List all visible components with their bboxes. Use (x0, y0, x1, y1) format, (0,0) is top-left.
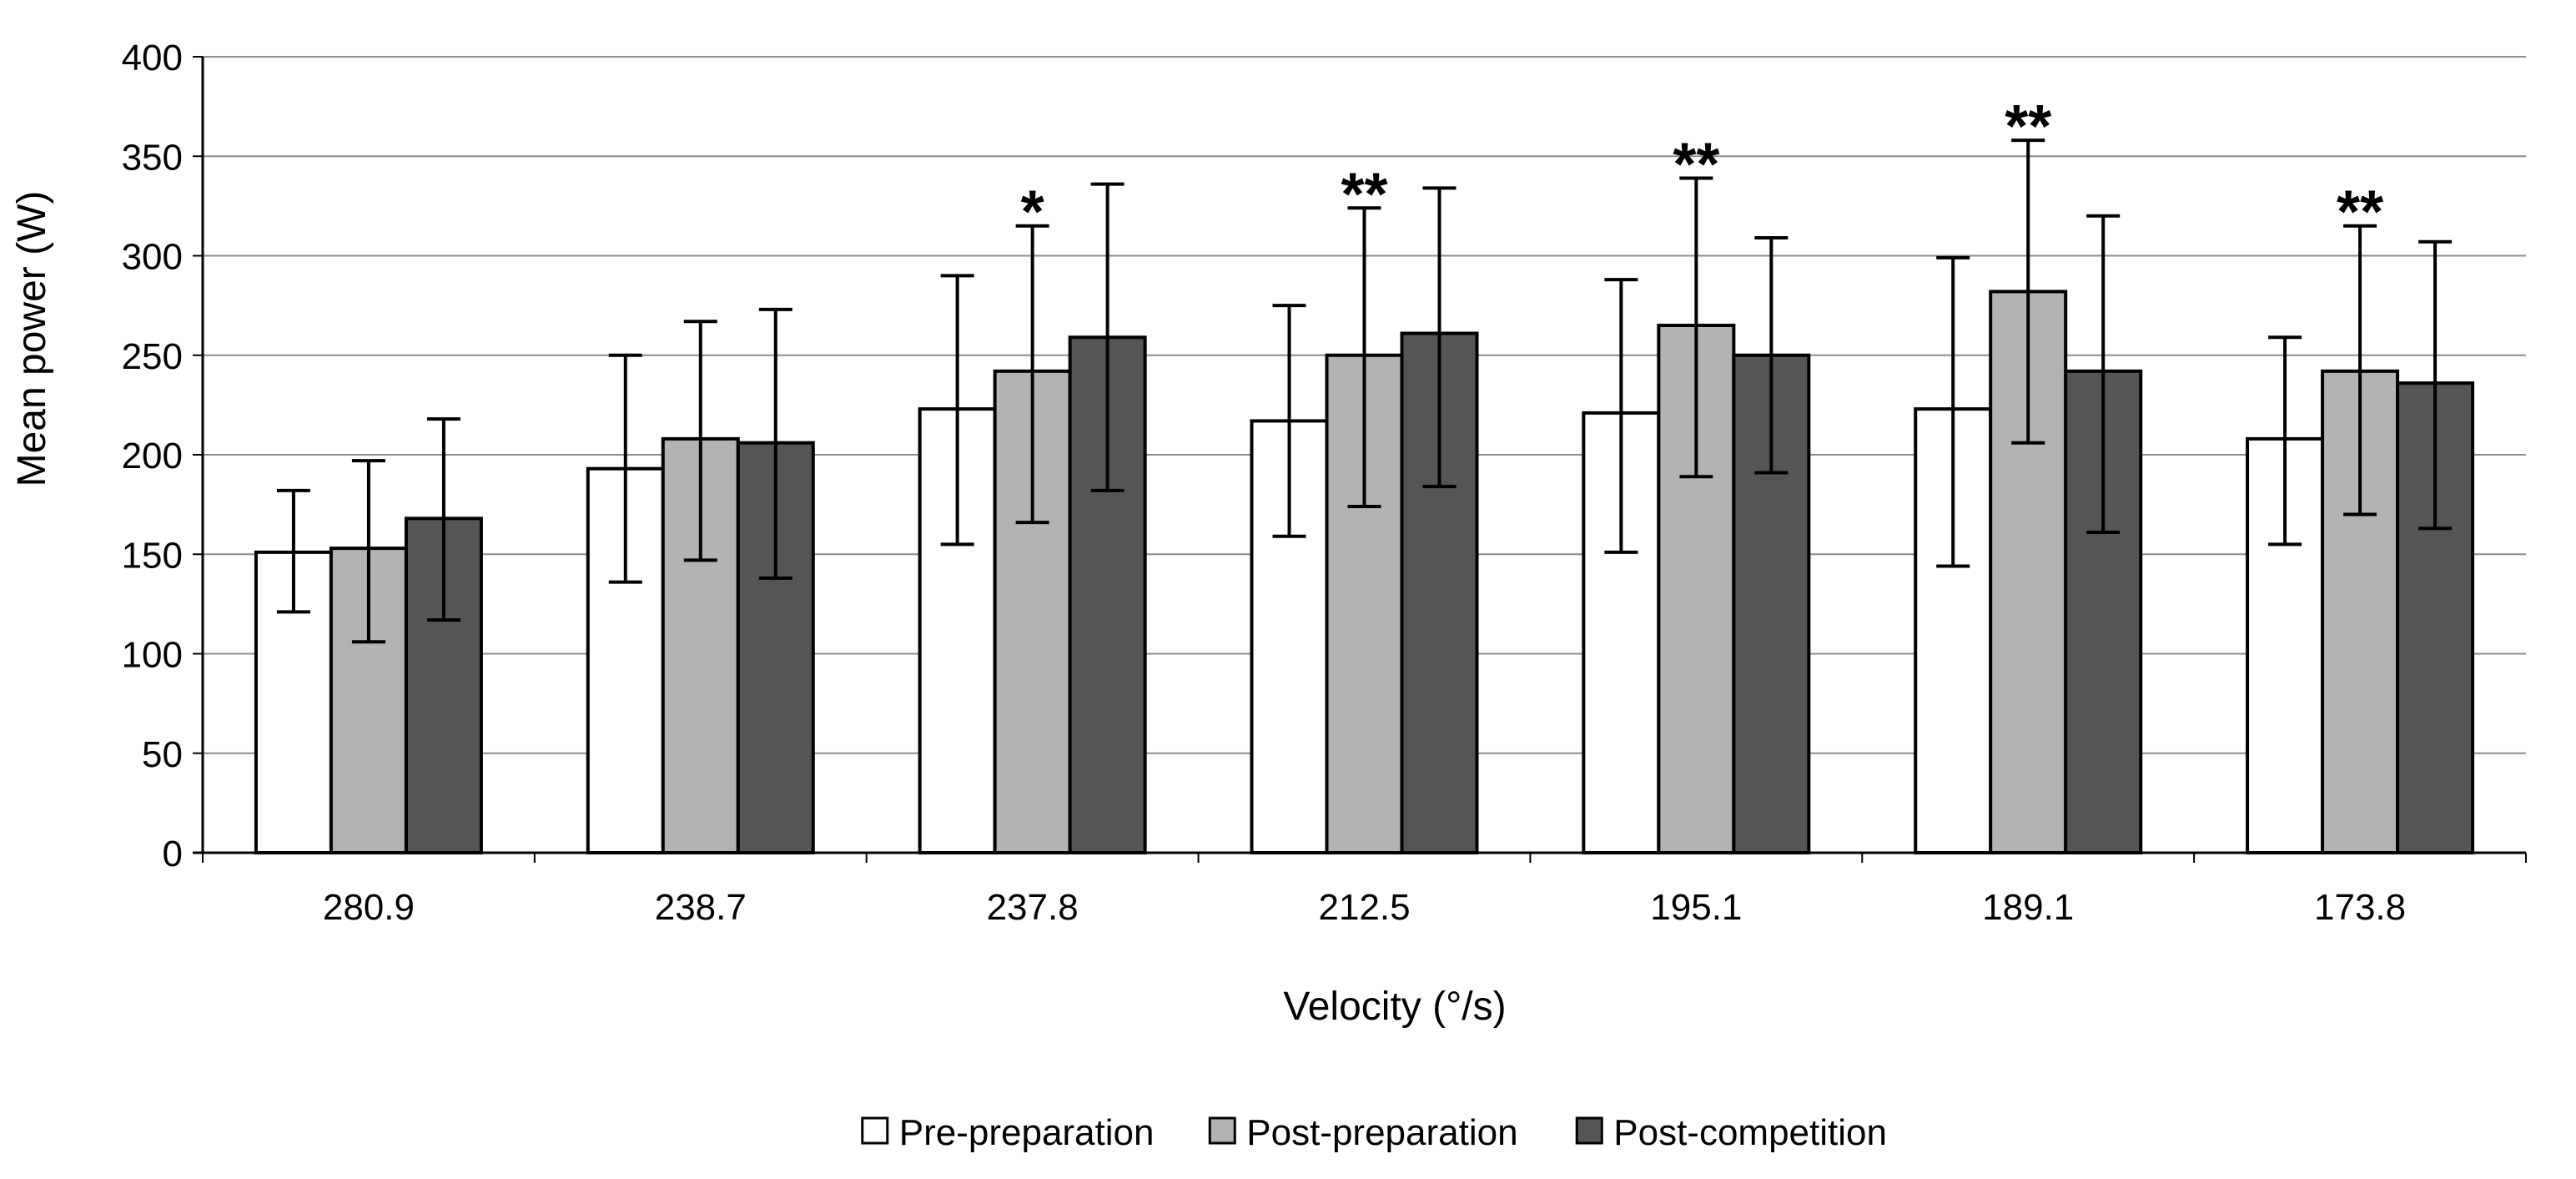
x-tick-label: 212.5 (1318, 887, 1410, 928)
x-tick-label: 280.9 (323, 887, 415, 928)
significance-marker: ** (1341, 161, 1387, 228)
significance-annotations: * ** ****** (1021, 93, 2383, 246)
legend-swatch (1575, 1116, 1603, 1145)
significance-marker: ** (2337, 179, 2383, 246)
y-tick-label: 250 (122, 336, 183, 377)
bars (254, 290, 2475, 855)
legend-label: Pre-preparation (899, 1112, 1155, 1153)
legend-swatch (861, 1116, 889, 1145)
error-bars (276, 139, 2453, 644)
x-tick-label: 195.1 (1650, 887, 1742, 928)
y-axis-title: Mean power (W) (10, 191, 54, 487)
tick-labels: 0 50 100 150 200 250 300 350 400 280.9 238.7 237.8 2… (122, 38, 2407, 928)
legend-item: Post-competition (1575, 1112, 1887, 1153)
x-axis-title: Velocity (°/s) (1283, 985, 1506, 1029)
x-tick-label: 238.7 (655, 887, 747, 928)
legend-item: Post-preparation (1208, 1112, 1518, 1153)
legend-swatch (1208, 1116, 1236, 1145)
y-tick-label: 350 (122, 137, 183, 178)
y-tick-label: 200 (122, 436, 183, 476)
x-tick-label: 189.1 (1982, 887, 2074, 928)
legend-label: Post-competition (1613, 1112, 1887, 1153)
y-tick-label: 0 (163, 834, 183, 874)
x-tick-label: 237.8 (987, 887, 1079, 928)
legend-item: Pre-preparation (861, 1112, 1155, 1153)
y-tick-label: 50 (142, 734, 183, 775)
y-tick-label: 100 (122, 635, 183, 676)
y-tick-label: 400 (122, 38, 183, 78)
significance-marker: ** (2005, 93, 2051, 160)
legend-label: Post-preparation (1246, 1112, 1517, 1153)
significance-marker: ** (1673, 131, 1719, 198)
x-tick-label: 173.8 (2314, 887, 2406, 928)
y-tick-label: 300 (122, 237, 183, 278)
significance-marker: * (1021, 179, 1044, 246)
legend: Pre-preparation Post-preparation Post-comp… (861, 1112, 1887, 1153)
y-tick-label: 150 (122, 535, 183, 576)
